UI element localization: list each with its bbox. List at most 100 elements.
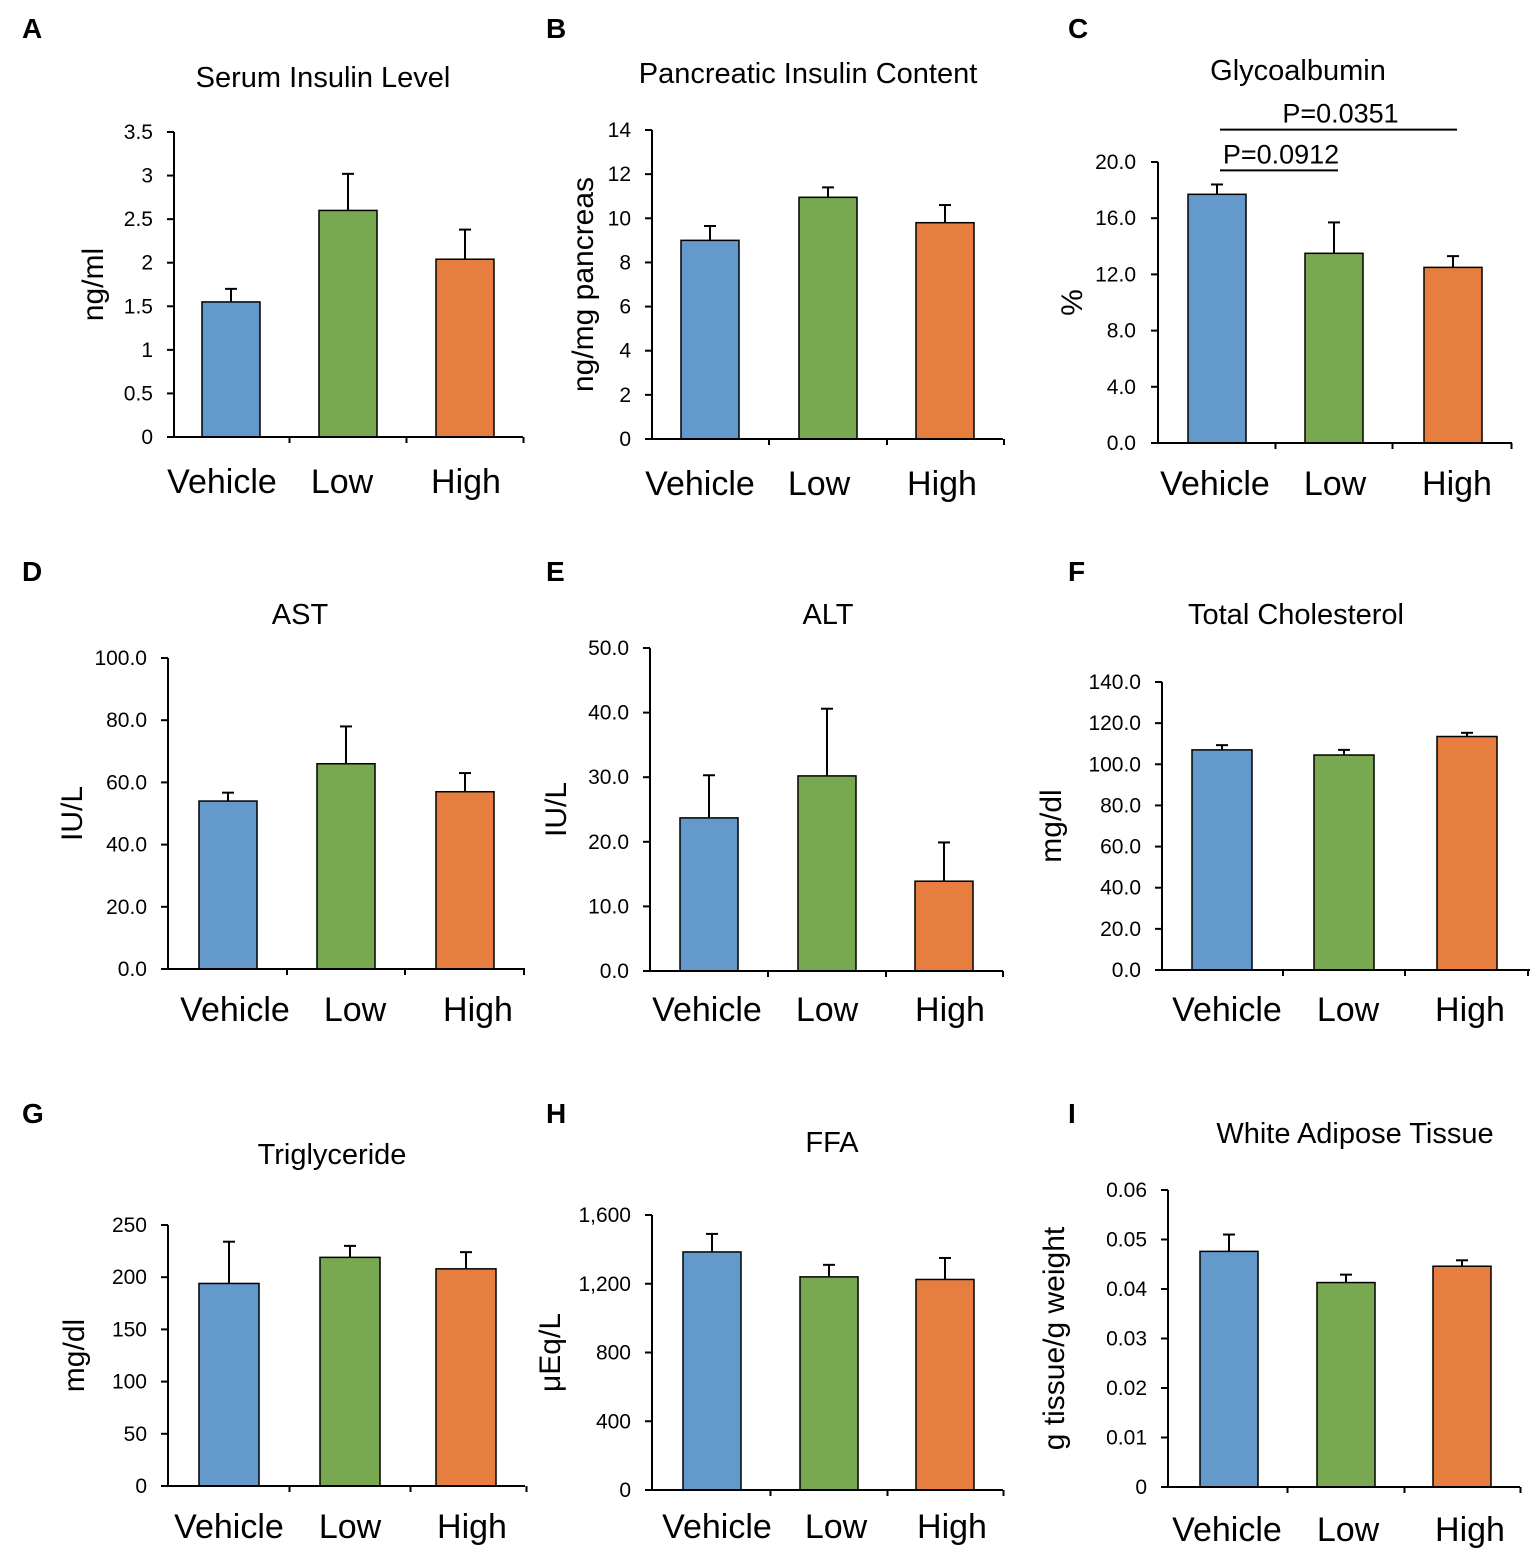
- panel-a-y-tick-label: 3.5: [124, 121, 153, 144]
- panel-c-y-tick-label: 12.0: [1095, 263, 1136, 286]
- panel-d-category-label-low: Low: [324, 991, 387, 1029]
- panel-g-letter: G: [22, 1098, 44, 1129]
- panel-f-y-tick-label: 60.0: [1100, 836, 1141, 859]
- panel-e-y-tick-label: 40.0: [588, 702, 629, 725]
- panel-d-bar-vehicle: [198, 800, 258, 970]
- panel-c-y-tick-label: 16.0: [1095, 207, 1136, 230]
- panel-g-bar-vehicle: [198, 1282, 260, 1487]
- panel-c-category-label-low: Low: [1304, 465, 1367, 503]
- panel-c-bar-low: [1304, 252, 1364, 444]
- panel-h-category-label-low: Low: [805, 1508, 868, 1546]
- panel-d-letter: D: [22, 556, 42, 587]
- panel-a-y-tick-label: 0: [141, 426, 153, 449]
- panel-g-y-tick-label: 150: [112, 1318, 147, 1341]
- panel-f-y-tick-label: 20.0: [1100, 918, 1141, 941]
- panel-d-title: AST: [272, 599, 329, 631]
- panel-a-bar-low: [318, 209, 378, 438]
- panel-i-y-tick-label: 0.02: [1106, 1377, 1147, 1400]
- panel-f-category-label-high: High: [1435, 991, 1505, 1029]
- panel-b-category-label-low: Low: [788, 465, 851, 503]
- panel-g-bar-low: [319, 1256, 381, 1487]
- panel-g-y-tick-label: 200: [112, 1266, 147, 1289]
- panel-i-letter: I: [1068, 1098, 1076, 1129]
- panel-b-category-label-high: High: [907, 465, 977, 503]
- panel-f-bar-vehicle: [1191, 749, 1253, 971]
- panel-h-bar-low: [799, 1276, 859, 1491]
- panel-a-bar-vehicle: [201, 301, 261, 438]
- panel-h-y-tick-label: 0: [619, 1479, 631, 1502]
- panel-f-y-tick-label: 0.0: [1112, 959, 1141, 982]
- panel-h-category-label-high: High: [917, 1508, 987, 1546]
- panel-d-y-tick-label: 60.0: [106, 771, 147, 794]
- panel-d-y-axis-title: IU/L: [56, 786, 89, 841]
- panel-g-category-label-high: High: [437, 1508, 507, 1546]
- panel-f-title: Total Cholesterol: [1188, 599, 1404, 631]
- panel-f-bar-high: [1436, 735, 1498, 971]
- panel-c-letter: C: [1068, 13, 1088, 44]
- panel-i-y-tick-label: 0.05: [1106, 1229, 1147, 1252]
- panel-d-category-label-high: High: [443, 991, 513, 1029]
- panel-a-bar-high: [435, 258, 495, 438]
- panel-b-bar-vehicle: [680, 239, 740, 440]
- panel-i-y-tick-label: 0.06: [1106, 1179, 1147, 1202]
- panel-c-category-label-vehicle: Vehicle: [1160, 465, 1270, 503]
- panel-a-category-label-vehicle: Vehicle: [167, 463, 277, 501]
- panel-e-y-tick-label: 10.0: [588, 895, 629, 918]
- panel-b-y-tick-label: 2: [619, 384, 631, 407]
- panel-c-bar-high: [1423, 266, 1483, 444]
- panel-h-y-axis-title: μEq/L: [534, 1313, 567, 1392]
- panel-a-y-tick-label: 3: [141, 165, 153, 188]
- panel-h-y-tick-label: 1,200: [578, 1273, 631, 1296]
- panel-a-y-tick-label: 1.5: [124, 295, 153, 318]
- panel-e-category-label-low: Low: [796, 991, 859, 1029]
- panel-b-y-tick-label: 6: [619, 296, 631, 319]
- panel-d-category-label-vehicle: Vehicle: [180, 991, 290, 1029]
- panel-d-bar-high: [435, 790, 495, 970]
- panel-g-bar-high: [435, 1268, 497, 1487]
- panel-e-bar-high: [914, 880, 974, 972]
- panel-h-y-tick-label: 400: [596, 1410, 631, 1433]
- panel-f-bar-low: [1313, 754, 1375, 971]
- panel-e-y-tick-label: 30.0: [588, 766, 629, 789]
- panel-g-y-axis-title: mg/dl: [58, 1319, 91, 1392]
- panel-f-y-tick-label: 40.0: [1100, 877, 1141, 900]
- panel-h-bar-vehicle: [682, 1251, 742, 1491]
- panel-a-y-axis-title: ng/ml: [77, 248, 110, 321]
- panel-g-y-tick-label: 0: [135, 1475, 147, 1498]
- panel-i-category-label-low: Low: [1317, 1511, 1380, 1549]
- panel-e-y-axis-title: IU/L: [540, 782, 573, 837]
- panel-i-y-axis-title: g tissue/g weight: [1038, 1226, 1071, 1450]
- panel-a-y-tick-label: 2: [141, 252, 153, 275]
- panel-a-category-label-high: High: [431, 463, 501, 501]
- panel-i-bar-vehicle: [1199, 1250, 1259, 1488]
- panel-e-title: ALT: [802, 599, 853, 631]
- panel-d-y-tick-label: 0.0: [118, 958, 147, 981]
- panel-i-bar-high: [1432, 1265, 1492, 1488]
- panel-b-bar-low: [798, 196, 858, 440]
- panel-i-y-tick-label: 0.01: [1106, 1427, 1147, 1450]
- panel-d-bar-low: [316, 762, 376, 970]
- panel-c-y-tick-label: 0.0: [1107, 432, 1136, 455]
- panel-f-y-axis-title: mg/dl: [1035, 789, 1068, 862]
- panel-i-y-tick-label: 0.04: [1106, 1278, 1147, 1301]
- panel-i-title: White Adipose Tissue: [1216, 1118, 1493, 1150]
- panel-c-y-tick-label: 4.0: [1107, 376, 1136, 399]
- panel-h-letter: H: [546, 1098, 566, 1129]
- panel-d-y-tick-label: 100.0: [94, 647, 147, 670]
- panel-b-y-tick-label: 8: [619, 251, 631, 274]
- panel-c-title: Glycoalbumin: [1210, 55, 1386, 87]
- panel-h-y-tick-label: 800: [596, 1342, 631, 1365]
- panel-f-y-tick-label: 100.0: [1088, 753, 1141, 776]
- panel-g-y-tick-label: 250: [112, 1214, 147, 1237]
- panel-c-category-label-high: High: [1422, 465, 1492, 503]
- panel-b-bar-high: [915, 221, 975, 440]
- panel-h-category-label-vehicle: Vehicle: [662, 1508, 772, 1546]
- panel-d-y-tick-label: 40.0: [106, 834, 147, 857]
- panel-b-letter: B: [546, 13, 566, 44]
- panel-h-bar-high: [915, 1278, 975, 1491]
- panel-c-bar-vehicle: [1187, 193, 1247, 444]
- panel-a-y-tick-label: 0.5: [124, 382, 153, 405]
- panel-h-y-tick-label: 1,600: [578, 1204, 631, 1227]
- panel-b-y-tick-label: 12: [608, 163, 631, 186]
